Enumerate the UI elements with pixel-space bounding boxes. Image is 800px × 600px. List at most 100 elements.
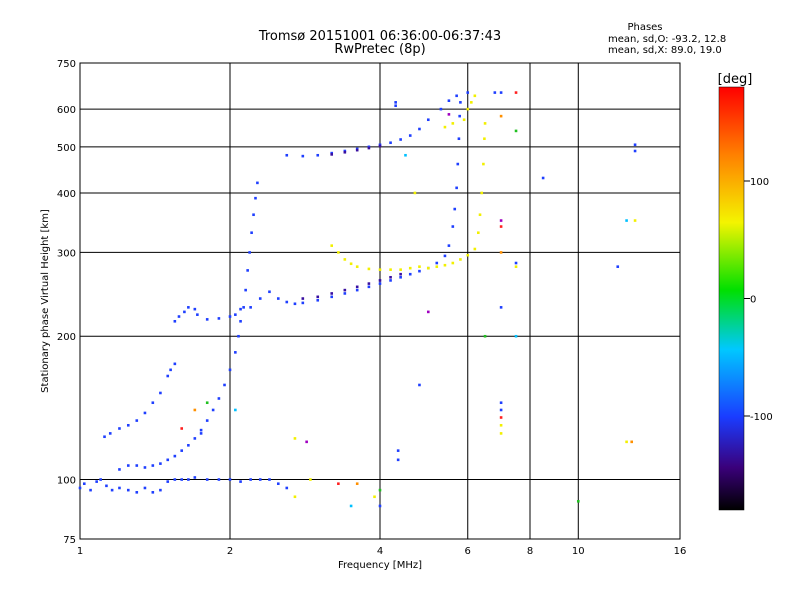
data-point <box>187 478 190 481</box>
plot-frame <box>79 62 681 540</box>
y-tick-label: 500 <box>57 143 76 154</box>
data-point <box>187 444 190 447</box>
data-point <box>193 307 197 311</box>
data-point <box>110 488 114 492</box>
data-point <box>89 488 92 492</box>
y-tick-label: 75 <box>63 535 76 546</box>
colorbar-label: [deg] <box>718 72 753 87</box>
data-point <box>268 290 271 294</box>
data-point <box>193 437 197 440</box>
data-point <box>447 99 451 102</box>
data-point <box>499 91 503 94</box>
x-tick-label: 8 <box>527 546 533 557</box>
data-point <box>285 486 289 490</box>
data-point <box>135 491 139 494</box>
data-point <box>276 297 280 300</box>
data-point <box>483 122 487 125</box>
data-point <box>169 368 172 372</box>
data-point <box>196 313 199 316</box>
data-point <box>159 462 162 465</box>
data-point <box>285 300 289 304</box>
data-point <box>413 191 417 195</box>
data-point <box>349 504 353 508</box>
data-point <box>337 251 340 254</box>
data-point <box>482 162 485 166</box>
data-point <box>493 91 497 94</box>
chart-subtitle: RwPretec (8p) <box>334 42 425 57</box>
data-point <box>173 362 177 366</box>
data-point <box>466 107 470 111</box>
y-tick-label: 750 <box>57 59 76 70</box>
data-point <box>268 478 271 481</box>
data-point <box>367 267 371 271</box>
data-point <box>159 488 162 492</box>
data-point <box>293 302 297 306</box>
data-point <box>616 265 620 268</box>
data-point <box>447 113 451 116</box>
data-point <box>301 297 305 300</box>
data-point <box>82 482 86 486</box>
data-point <box>343 258 347 261</box>
data-point <box>301 154 305 158</box>
data-point <box>399 138 402 141</box>
data-point <box>108 432 112 435</box>
data-point <box>252 213 255 217</box>
phase-stats-x: mean, sd,X: 89.0, 19.0 <box>608 45 722 56</box>
data-point <box>173 454 177 458</box>
data-point <box>499 114 503 118</box>
data-point <box>199 428 203 432</box>
colorbar <box>718 86 745 511</box>
data-point <box>228 368 232 372</box>
data-point <box>126 423 130 427</box>
x-axis-label: Frequency [MHz] <box>338 560 422 571</box>
data-point <box>228 315 232 318</box>
data-point <box>439 107 443 111</box>
data-point <box>285 153 289 157</box>
data-point <box>426 118 430 122</box>
y-tick-label: 400 <box>57 189 76 200</box>
data-point <box>418 269 421 273</box>
data-point <box>316 298 320 302</box>
data-point <box>499 225 503 228</box>
data-point <box>514 91 518 94</box>
data-point <box>633 219 637 222</box>
data-point <box>499 432 503 435</box>
data-point <box>443 254 447 258</box>
data-point <box>244 288 247 292</box>
data-point <box>477 231 480 235</box>
data-point <box>396 458 400 462</box>
data-point <box>249 478 252 481</box>
data-point <box>293 437 297 440</box>
data-point <box>396 449 400 452</box>
data-point <box>378 144 382 148</box>
data-point <box>205 478 209 481</box>
data-point <box>217 317 221 320</box>
data-point <box>143 466 147 469</box>
data-point <box>499 401 503 405</box>
data-point <box>451 261 455 265</box>
data-point <box>234 313 237 316</box>
data-point <box>118 427 121 430</box>
data-point <box>426 310 430 314</box>
data-point <box>633 149 637 153</box>
data-point <box>458 114 461 118</box>
data-point <box>499 408 503 412</box>
data-point <box>355 285 359 289</box>
data-point <box>625 440 628 444</box>
data-point <box>151 491 155 494</box>
x-tick-label: 16 <box>674 546 687 557</box>
data-point <box>330 153 334 156</box>
data-point <box>217 478 221 481</box>
data-point <box>394 104 397 108</box>
data-point <box>118 468 121 471</box>
data-point <box>576 500 580 503</box>
phase-stats-o: mean, sd,O: -93.2, 12.8 <box>608 34 726 45</box>
phase-stats-title: Phases <box>627 22 662 33</box>
x-tick-label: 6 <box>465 546 471 557</box>
data-point <box>239 319 242 323</box>
data-point <box>541 176 545 180</box>
data-point <box>276 482 280 486</box>
data-point <box>435 265 439 268</box>
data-point <box>330 292 334 295</box>
